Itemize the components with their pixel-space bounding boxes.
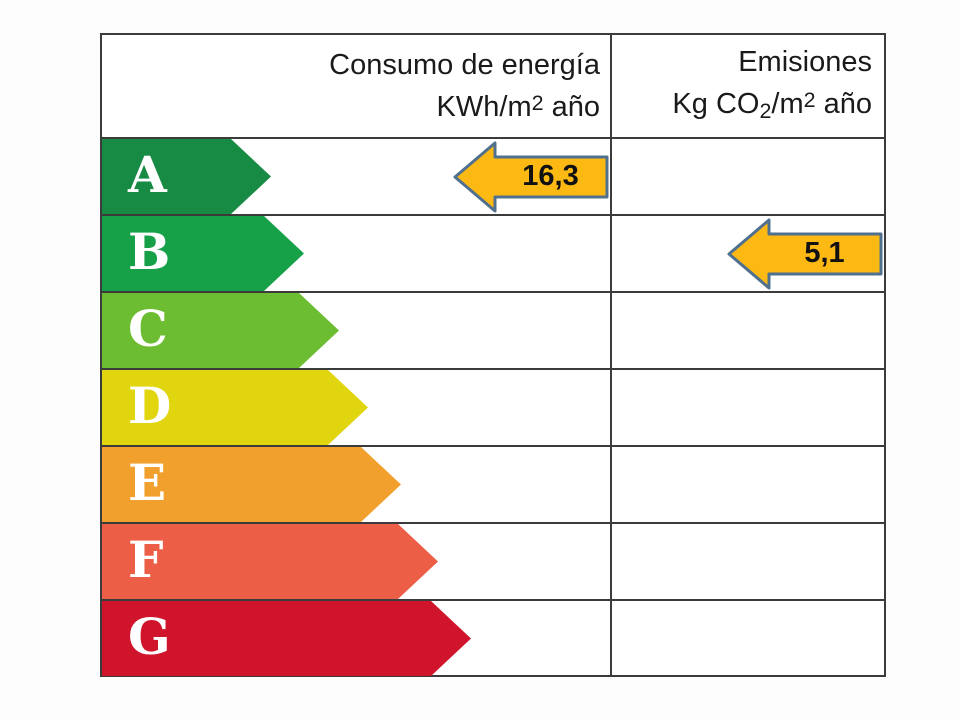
emissions-value-arrow: 5,1 — [727, 217, 884, 291]
emissions-cell-c — [612, 293, 884, 368]
header-emissions-sub: 2 — [759, 98, 772, 123]
header-emissions: Emisiones Kg CO2/m2 año — [612, 35, 884, 137]
rating-row-d: D — [102, 370, 884, 447]
header-consumption-line2: KWh/m2 año — [102, 84, 600, 126]
header-emissions-line1: Emisiones — [738, 45, 872, 78]
rating-row-f: F — [102, 524, 884, 601]
rating-row-g: G — [102, 601, 884, 676]
rating-arrow-g-icon — [102, 601, 471, 676]
rating-cell-g: G — [102, 601, 612, 676]
rating-row-b: B 5,1 — [102, 216, 884, 293]
left-arrow-icon — [727, 218, 883, 289]
rating-cell-d: D — [102, 370, 612, 445]
rating-arrow-c-icon — [102, 293, 339, 368]
left-arrow-icon — [453, 141, 609, 212]
header-emissions-unit-mid: /m — [771, 87, 804, 120]
rating-cell-b: B — [102, 216, 612, 291]
energy-rating-table: Consumo de energía KWh/m2 año Emisiones … — [100, 33, 886, 677]
header-consumption: Consumo de energía KWh/m2 año — [102, 35, 612, 137]
rating-cell-c: C — [102, 293, 612, 368]
header-emissions-line2: Kg CO2/m2 año — [612, 81, 872, 130]
emissions-cell-e — [612, 447, 884, 522]
rating-letter-c: C — [128, 298, 168, 358]
header-emissions-unit: Kg CO — [672, 87, 760, 120]
rating-letter-g: G — [128, 606, 171, 666]
rating-arrow-f-icon — [102, 524, 438, 599]
rating-cell-a: A 16,3 — [102, 139, 612, 214]
rating-arrow-b-icon — [102, 216, 304, 291]
emissions-cell-a — [612, 139, 884, 214]
rating-cell-f: F — [102, 524, 612, 599]
header-consumption-sup: 2 — [531, 91, 544, 115]
emissions-cell-d — [612, 370, 884, 445]
rating-letter-f: F — [128, 529, 164, 589]
rating-row-c: C — [102, 293, 884, 370]
emissions-cell-f — [612, 524, 884, 599]
rating-letter-b: B — [128, 221, 171, 281]
emissions-value: 5,1 — [804, 236, 845, 269]
emissions-cell-b: 5,1 — [612, 216, 884, 291]
rating-arrow-d-icon — [102, 370, 368, 445]
rating-arrow-a-icon — [102, 139, 271, 214]
header-consumption-unit-suffix: año — [543, 91, 600, 123]
rating-row-e: E — [102, 447, 884, 524]
consumption-value: 16,3 — [522, 159, 579, 192]
consumption-value-arrow: 16,3 — [453, 140, 610, 214]
rating-arrow-e-icon — [102, 447, 401, 522]
emissions-cell-g — [612, 601, 884, 676]
rating-letter-d: D — [128, 375, 172, 435]
rating-cell-e: E — [102, 447, 612, 522]
header-consumption-unit: KWh/m — [436, 91, 532, 123]
table-header: Consumo de energía KWh/m2 año Emisiones … — [102, 35, 884, 139]
header-emissions-sup: 2 — [803, 87, 816, 112]
header-consumption-line1: Consumo de energía — [329, 49, 600, 81]
header-emissions-unit-suffix: año — [815, 87, 872, 120]
rating-letter-a: A — [128, 144, 167, 204]
rating-letter-e: E — [128, 452, 167, 512]
rating-row-a: A 16,3 — [102, 139, 884, 216]
